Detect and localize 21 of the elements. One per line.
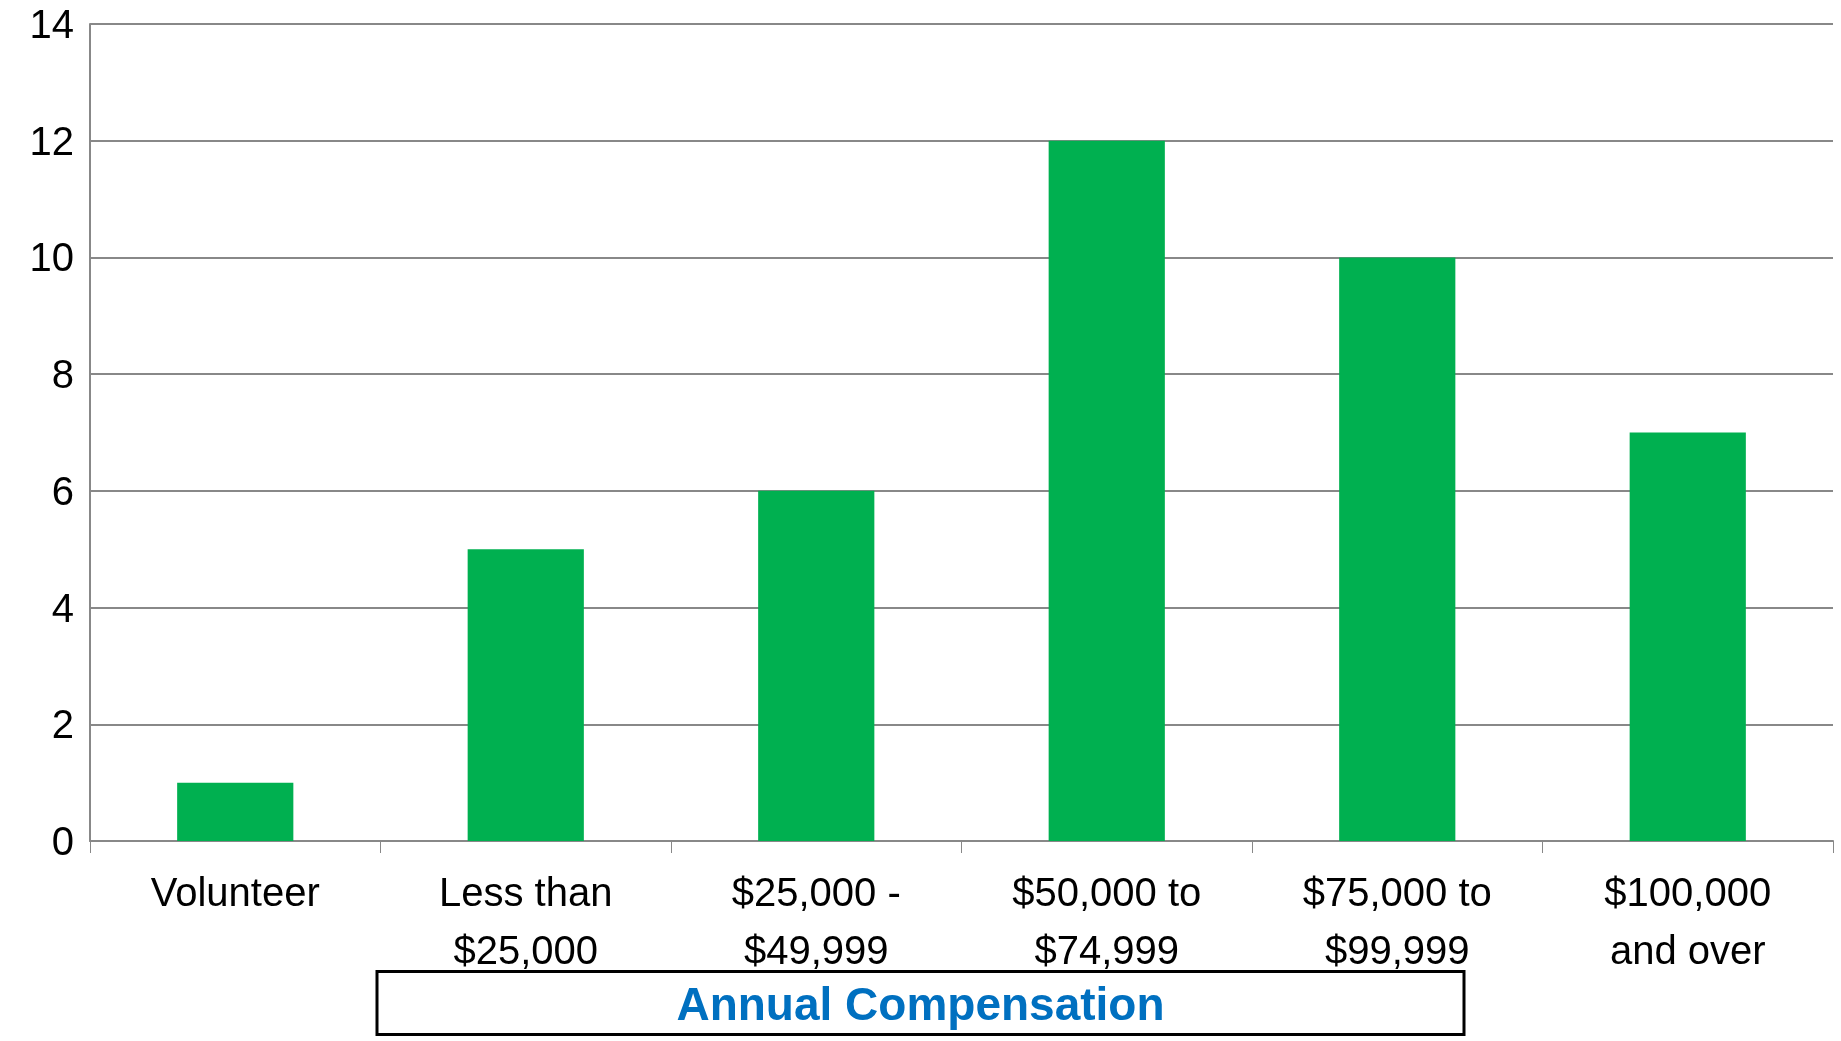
bar (1629, 432, 1746, 841)
bar (1048, 140, 1165, 841)
bar (1339, 257, 1456, 841)
y-tick-label: 10 (29, 235, 74, 280)
y-tick-label: 2 (51, 702, 74, 747)
x-tick-label: $75,000 to $99,999 (1302, 870, 1492, 972)
x-tick-label: $25,000 - $49,999 (731, 870, 901, 972)
x-tick-label: $50,000 to $74,999 (1012, 870, 1202, 972)
y-tick-label: 6 (51, 468, 74, 513)
bar (758, 490, 875, 841)
x-axis-title: Annual Compensation (676, 978, 1165, 1030)
x-tick-label: $100,000 and over (1604, 870, 1772, 972)
y-tick-label: 0 (51, 819, 74, 863)
y-tick-label: 8 (51, 352, 74, 397)
y-tick-label: 4 (51, 585, 74, 630)
x-tick-label: Less than $25,000 (439, 870, 613, 972)
bar (177, 782, 294, 841)
x-tick-label: Volunteer (150, 870, 320, 914)
y-tick-label: 12 (29, 118, 74, 163)
bar (467, 549, 584, 841)
y-tick-label: 14 (29, 2, 74, 46)
